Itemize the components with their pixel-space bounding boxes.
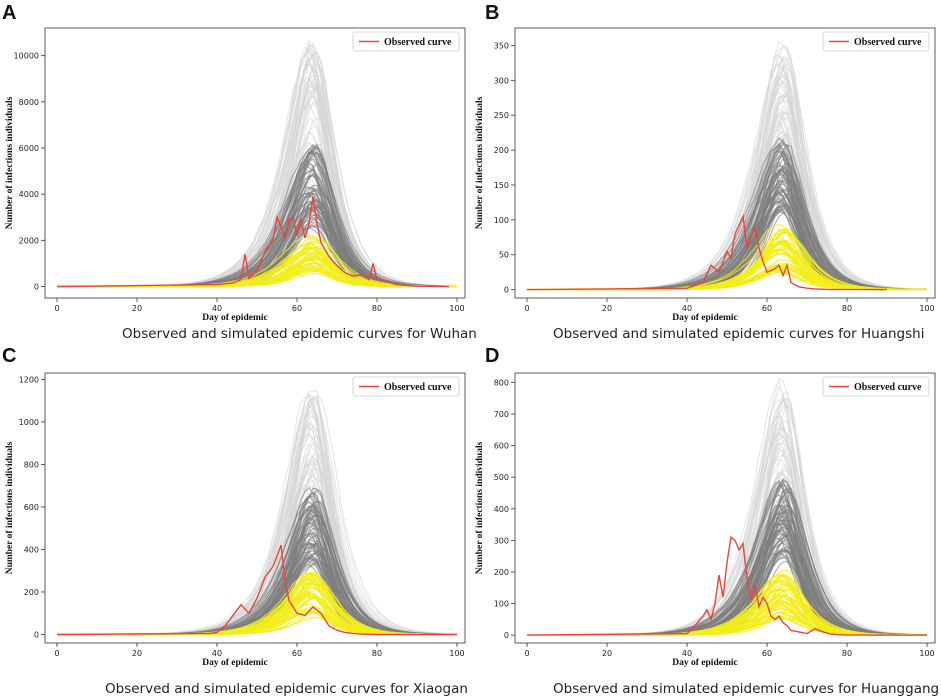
y-tick-label: 700 bbox=[494, 410, 509, 419]
caption-xiaogan: Observed and simulated epidemic curves f… bbox=[105, 681, 468, 697]
y-tick-label: 1000 bbox=[19, 418, 39, 427]
x-tick-label: 20 bbox=[602, 649, 612, 658]
caption-huanggang: Observed and simulated epidemic curves f… bbox=[553, 681, 940, 697]
y-tick-label: 150 bbox=[494, 181, 509, 190]
x-tick-label: 100 bbox=[919, 304, 934, 313]
observed-curve-line bbox=[56, 544, 457, 636]
plot-huangshi: 0 20 40 60 80 100 0 50 100 150 200 250 300 350 Day of … bbox=[475, 27, 936, 323]
y-tick-label: 0 bbox=[34, 630, 39, 639]
x-axis-title: Day of epidemic bbox=[672, 658, 737, 668]
caption-huangshi: Observed and simulated epidemic curves f… bbox=[553, 326, 925, 342]
legend-box bbox=[352, 31, 460, 52]
observed-curve-line bbox=[526, 535, 927, 636]
y-axis-title: Number of infections individuals bbox=[5, 96, 15, 229]
x-tick-label: 20 bbox=[132, 304, 142, 313]
x-tick-label: 80 bbox=[372, 304, 382, 313]
legend: Observed curve bbox=[822, 31, 930, 52]
y-tick-label: 0 bbox=[34, 282, 39, 291]
x-axis-title: Day of epidemic bbox=[672, 313, 737, 323]
y-tick-label: 50 bbox=[499, 251, 509, 260]
x-tick-label: 0 bbox=[524, 649, 529, 658]
legend-label: Observed curve bbox=[384, 37, 452, 48]
legend-label: Observed curve bbox=[854, 382, 922, 393]
x-tick-label: 20 bbox=[132, 649, 142, 658]
x-axis-title: Day of epidemic bbox=[202, 658, 267, 668]
legend-label: Observed curve bbox=[384, 382, 452, 393]
x-tick-label: 40 bbox=[682, 649, 692, 658]
y-tick-label: 800 bbox=[24, 460, 39, 469]
y-tick-label: 6000 bbox=[19, 144, 39, 153]
legend-box bbox=[822, 376, 930, 397]
legend: Observed curve bbox=[352, 376, 460, 397]
y-axis-title: Number of infections individuals bbox=[475, 441, 485, 574]
y-tick-label: 200 bbox=[24, 588, 39, 597]
x-tick-label: 40 bbox=[212, 304, 222, 313]
caption-wuhan: Observed and simulated epidemic curves f… bbox=[122, 326, 477, 342]
y-tick-label: 300 bbox=[494, 76, 509, 85]
x-tick-label: 0 bbox=[54, 649, 59, 658]
x-tick-label: 0 bbox=[524, 304, 529, 313]
plot-wuhan: 0 20 40 60 80 100 0 2000 4000 6000 8000 10000 Day of… bbox=[5, 27, 466, 323]
y-tick-label: 300 bbox=[494, 536, 509, 545]
y-tick-label: 350 bbox=[494, 41, 509, 50]
x-tick-label: 80 bbox=[372, 649, 382, 658]
y-tick-label: 400 bbox=[24, 545, 39, 554]
x-tick-label: 60 bbox=[292, 304, 302, 313]
y-tick-label: 100 bbox=[494, 600, 509, 609]
y-tick-label: 500 bbox=[494, 473, 509, 482]
y-tick-label: 100 bbox=[494, 216, 509, 225]
x-tick-label: 20 bbox=[602, 304, 612, 313]
panel-letter-c: C bbox=[2, 345, 17, 367]
y-tick-label: 600 bbox=[24, 503, 39, 512]
y-tick-label: 10000 bbox=[14, 52, 39, 61]
legend-label: Observed curve bbox=[854, 37, 922, 48]
panel-letter-d: D bbox=[485, 345, 500, 367]
y-tick-label: 200 bbox=[494, 146, 509, 155]
panel-letter-a: A bbox=[2, 2, 17, 24]
x-tick-label: 100 bbox=[919, 649, 934, 658]
x-tick-label: 0 bbox=[54, 304, 59, 313]
x-tick-label: 60 bbox=[292, 649, 302, 658]
x-tick-label: 60 bbox=[762, 649, 772, 658]
y-tick-label: 800 bbox=[494, 378, 509, 387]
y-tick-label: 400 bbox=[494, 505, 509, 514]
observed-curve-line bbox=[526, 213, 887, 291]
y-tick-label: 600 bbox=[494, 442, 509, 451]
plot-huanggang: 0 20 40 60 80 100 0 100 200 300 400 500 600 700 800 Day… bbox=[475, 372, 936, 668]
legend-box bbox=[822, 31, 930, 52]
x-tick-label: 100 bbox=[449, 304, 464, 313]
x-tick-label: 60 bbox=[762, 304, 772, 313]
y-axis-title: Number of infections individuals bbox=[5, 441, 15, 574]
y-tick-label: 8000 bbox=[19, 98, 39, 107]
y-tick-label: 1200 bbox=[19, 375, 39, 384]
y-tick-label: 250 bbox=[494, 111, 509, 120]
x-tick-label: 40 bbox=[212, 649, 222, 658]
x-tick-label: 40 bbox=[682, 304, 692, 313]
legend-box bbox=[352, 376, 460, 397]
panel-letter-b: B bbox=[485, 2, 500, 24]
legend: Observed curve bbox=[822, 376, 930, 397]
x-tick-label: 100 bbox=[449, 649, 464, 658]
observed-curve-line bbox=[56, 196, 450, 288]
x-axis-title: Day of epidemic bbox=[202, 313, 267, 323]
y-tick-label: 0 bbox=[504, 631, 509, 640]
y-tick-label: 200 bbox=[494, 568, 509, 577]
x-tick-label: 80 bbox=[842, 649, 852, 658]
y-tick-label: 4000 bbox=[19, 190, 39, 199]
y-tick-label: 2000 bbox=[19, 236, 39, 245]
y-tick-label: 0 bbox=[504, 286, 509, 295]
legend: Observed curve bbox=[352, 31, 460, 52]
y-axis-title: Number of infections individuals bbox=[475, 96, 485, 229]
x-tick-label: 80 bbox=[842, 304, 852, 313]
